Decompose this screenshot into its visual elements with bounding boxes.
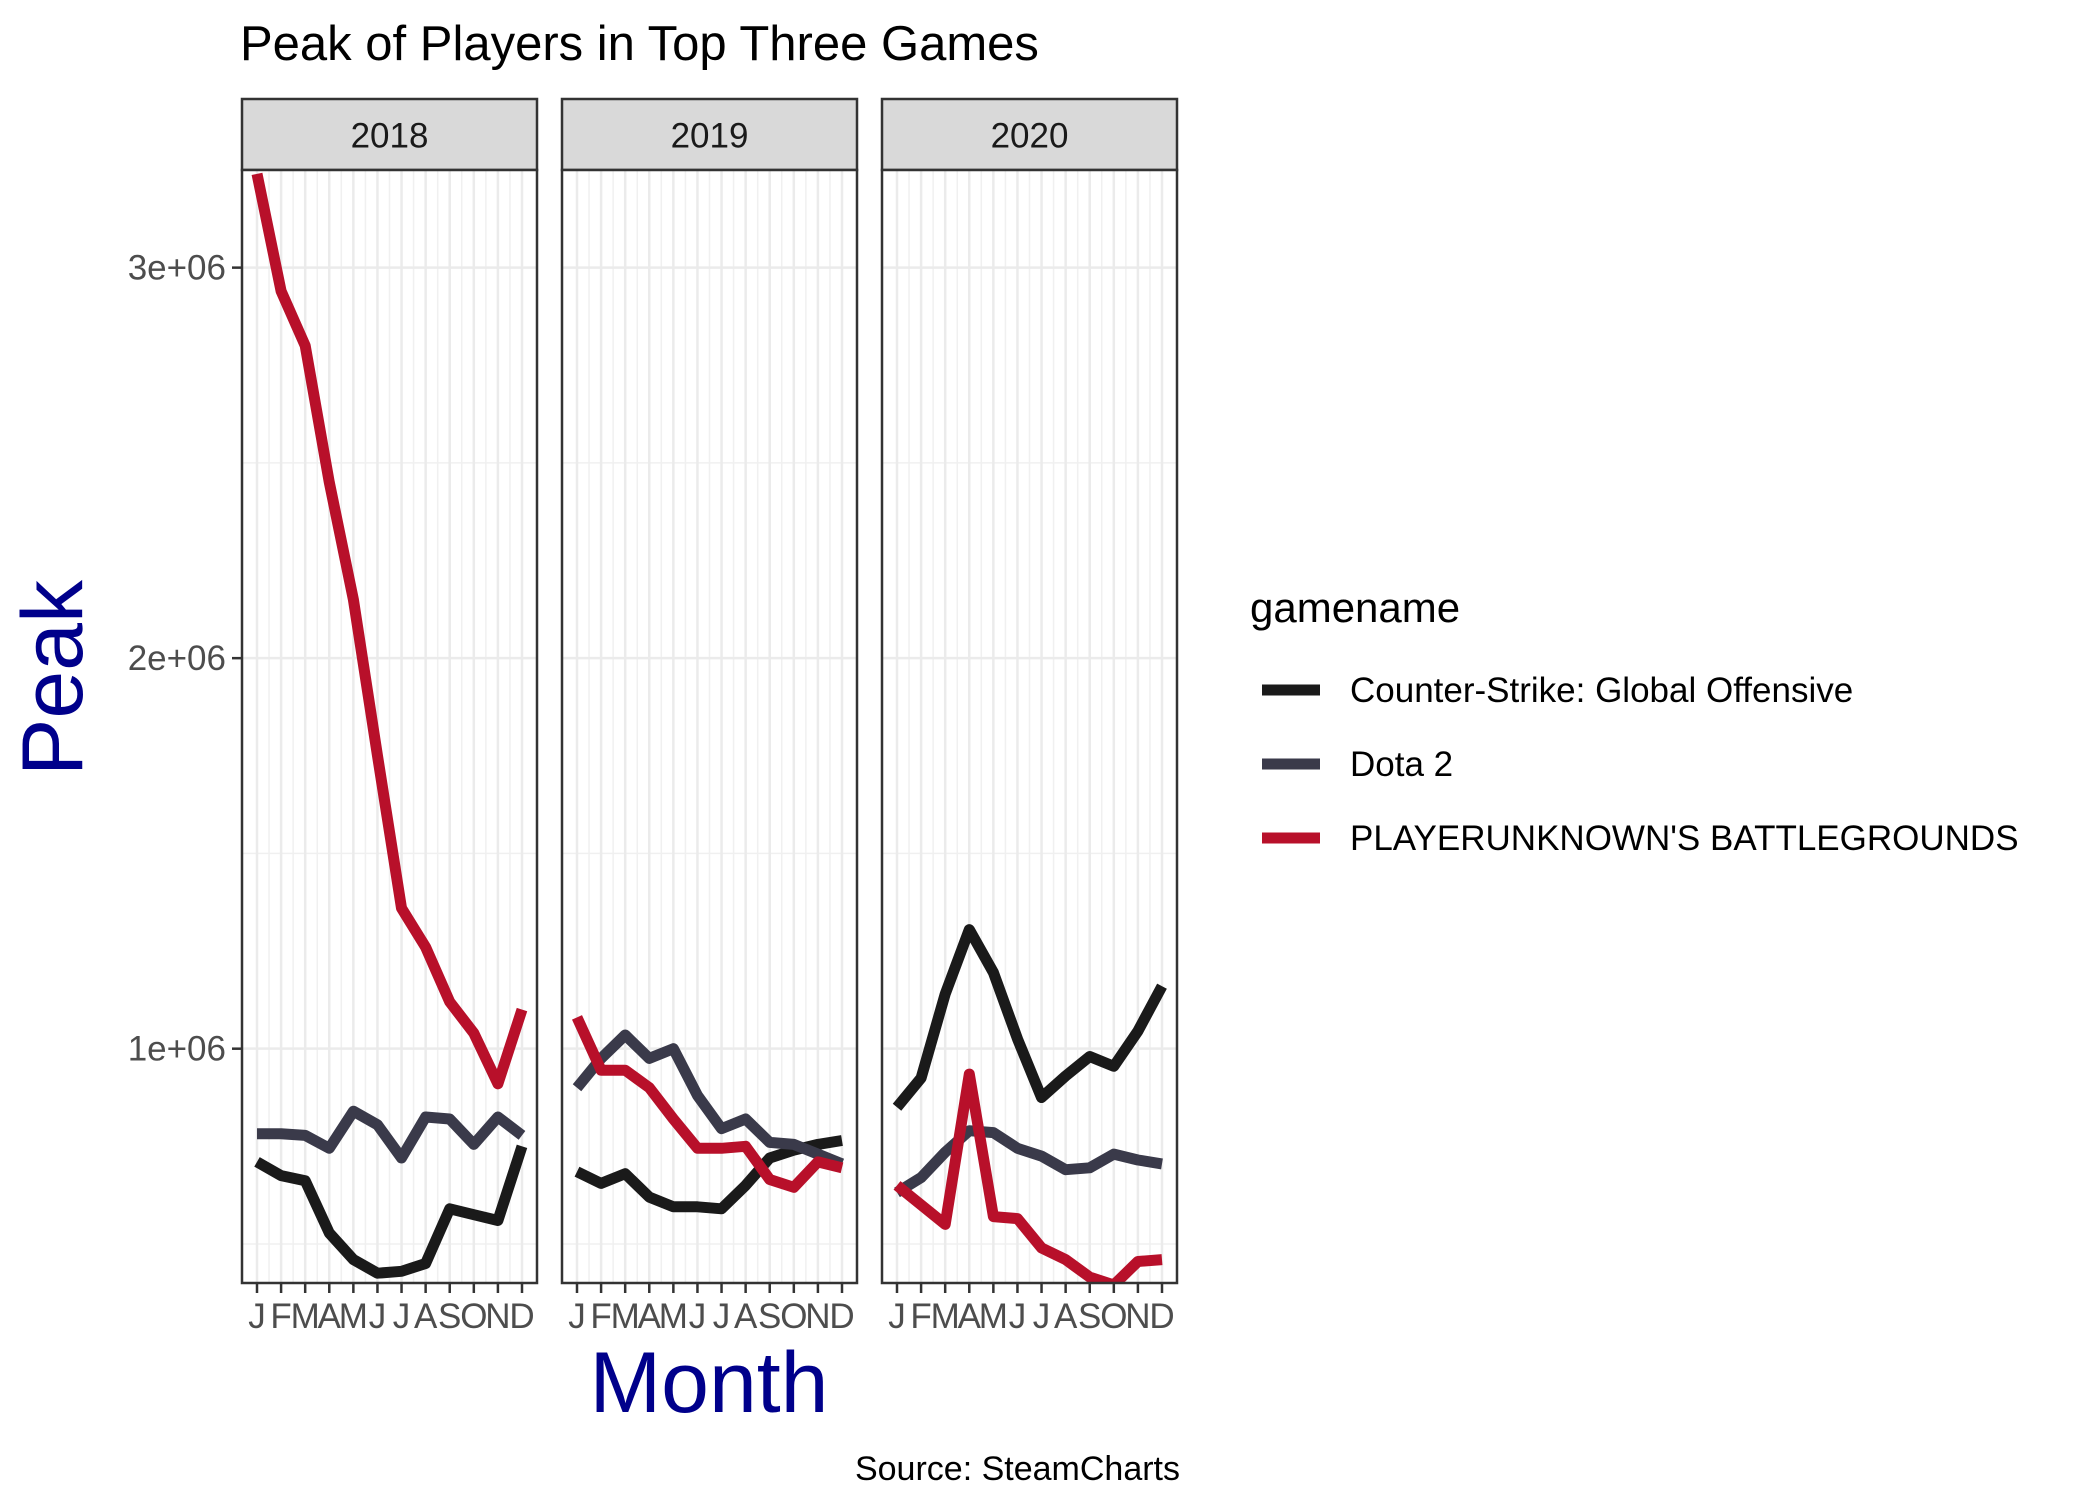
series-line-counter-strike-global-offensive-2020 bbox=[892, 924, 1167, 1111]
legend-item-playerunknown-s-battlegrounds: PLAYERUNKNOWN'S BATTLEGROUNDS bbox=[1262, 819, 2019, 858]
x-tick-label: J bbox=[248, 1297, 266, 1336]
series-line-dota-2-2018 bbox=[257, 1105, 526, 1164]
x-tick-label: N bbox=[1125, 1297, 1150, 1336]
x-tick-label: M bbox=[659, 1297, 688, 1336]
x-tick-label: F bbox=[590, 1297, 611, 1336]
legend-title: gamename bbox=[1250, 584, 1460, 631]
legend-item-counter-strike-global-offensive: Counter-Strike: Global Offensive bbox=[1262, 671, 1853, 710]
series-lines-2020 bbox=[892, 924, 1167, 1283]
x-tick-label: M bbox=[611, 1297, 640, 1336]
x-tick-label: A bbox=[958, 1297, 982, 1336]
chart-caption: Source: SteamCharts bbox=[855, 1450, 1180, 1488]
series-line-dota-2-2020 bbox=[894, 1125, 1163, 1198]
x-tick-label: A bbox=[638, 1297, 662, 1336]
facet-strip-label-2018: 2018 bbox=[351, 117, 429, 156]
series-line-playerunknown-s-battlegrounds-2020 bbox=[893, 1068, 1163, 1283]
x-tick-label: J bbox=[713, 1297, 731, 1336]
x-tick-label: S bbox=[1078, 1297, 1101, 1336]
y-tick-label: 1e+06 bbox=[128, 1030, 226, 1069]
x-tick-label: O bbox=[1100, 1297, 1127, 1336]
panel-border-2019 bbox=[560, 168, 859, 1285]
series-line-counter-strike-global-offensive-2018 bbox=[254, 1144, 528, 1279]
x-tick-label: O bbox=[780, 1297, 807, 1336]
gridlines-2018 bbox=[242, 170, 537, 1283]
gridlines-2020 bbox=[882, 170, 1177, 1283]
x-tick-label: S bbox=[758, 1297, 781, 1336]
series-lines-2019 bbox=[571, 1015, 845, 1215]
x-tick-label: S bbox=[438, 1297, 461, 1336]
panel-border-2018 bbox=[240, 168, 539, 1285]
x-tick-label: J bbox=[393, 1297, 411, 1336]
chart-title: Peak of Players in Top Three Games bbox=[240, 17, 1039, 71]
x-tick-label: D bbox=[829, 1297, 854, 1336]
facet-strip-label-2020: 2020 bbox=[991, 117, 1069, 156]
x-tick-label: F bbox=[910, 1297, 931, 1336]
x-tick-label: M bbox=[339, 1297, 368, 1336]
y-axis: 1e+06 2e+06 3e+06 bbox=[128, 249, 242, 1069]
x-tick-label: M bbox=[291, 1297, 320, 1336]
x-tick-label: F bbox=[270, 1297, 291, 1336]
gridlines-2019 bbox=[562, 170, 857, 1283]
y-tick-label: 3e+06 bbox=[128, 249, 226, 288]
panel-border-2020 bbox=[880, 168, 1179, 1285]
x-tick-label: M bbox=[931, 1297, 960, 1336]
x-tick-label: N bbox=[805, 1297, 830, 1336]
x-tick-label: N bbox=[485, 1297, 510, 1336]
x-tick-label: O bbox=[460, 1297, 487, 1336]
x-tick-label: A bbox=[734, 1297, 758, 1336]
x-tick-label: M bbox=[979, 1297, 1008, 1336]
series-line-playerunknown-s-battlegrounds-2019 bbox=[571, 1015, 844, 1193]
y-axis-label: Peak bbox=[5, 579, 101, 776]
series-line-dota-2-2019 bbox=[572, 1029, 845, 1169]
x-tick-label: A bbox=[414, 1297, 438, 1336]
legend-label-playerunknown-s-battlegrounds: PLAYERUNKNOWN'S BATTLEGROUNDS bbox=[1350, 819, 2019, 858]
series-line-playerunknown-s-battlegrounds-2018 bbox=[251, 172, 528, 1090]
facet-strip-label-2019: 2019 bbox=[671, 117, 749, 156]
x-tick-label: J bbox=[1033, 1297, 1051, 1336]
legend-label-dota-2: Dota 2 bbox=[1350, 745, 1453, 784]
facet-strip-2018 bbox=[240, 97, 539, 172]
facet-strip-2019 bbox=[560, 97, 859, 172]
x-tick-label: D bbox=[509, 1297, 534, 1336]
x-tick-label: J bbox=[369, 1297, 387, 1336]
x-tick-label: J bbox=[888, 1297, 906, 1336]
series-lines-2018 bbox=[251, 172, 528, 1279]
x-tick-label: J bbox=[1009, 1297, 1027, 1336]
x-tick-label: A bbox=[318, 1297, 342, 1336]
y-tick-label: 2e+06 bbox=[128, 639, 226, 678]
legend: gamename Counter-Strike: Global Offensiv… bbox=[1250, 584, 2019, 858]
x-tick-label: D bbox=[1149, 1297, 1174, 1336]
x-tick-label: A bbox=[1054, 1297, 1078, 1336]
x-axis-label: Month bbox=[589, 1335, 828, 1431]
legend-item-dota-2: Dota 2 bbox=[1262, 745, 1453, 784]
x-tick-label: J bbox=[568, 1297, 586, 1336]
x-tick-label: J bbox=[689, 1297, 707, 1336]
facet-strip-2020 bbox=[880, 97, 1179, 172]
legend-label-counter-strike-global-offensive: Counter-Strike: Global Offensive bbox=[1350, 671, 1853, 710]
